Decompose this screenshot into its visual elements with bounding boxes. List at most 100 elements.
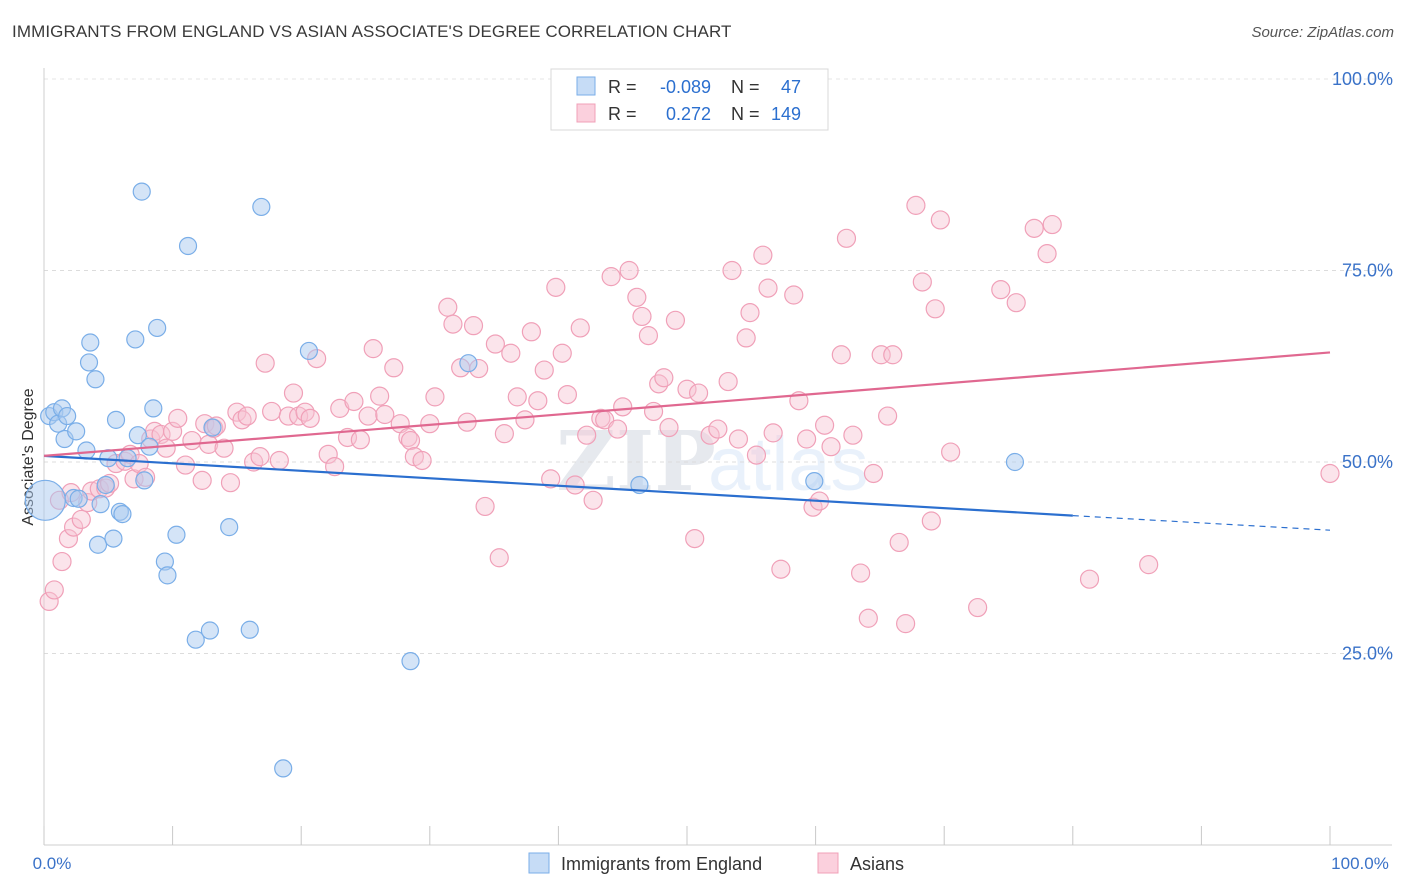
data-point-asians	[1139, 555, 1159, 575]
data-point-asians	[796, 429, 817, 449]
data-point-immigrants	[252, 197, 271, 217]
data-point-immigrants	[203, 418, 222, 437]
source-label: Source: ZipAtlas.com	[1251, 24, 1394, 41]
data-point-asians	[771, 559, 791, 579]
data-point-asians	[370, 386, 390, 406]
data-point-asians	[375, 404, 395, 425]
data-point-asians	[632, 306, 652, 327]
data-point-asians	[283, 383, 304, 403]
data-point-asians	[649, 374, 669, 394]
x-tick-label-min: 0.0%	[33, 854, 72, 873]
data-point-asians	[182, 430, 202, 451]
stats-n-value-2: 149	[771, 104, 801, 124]
data-point-asians	[269, 450, 289, 471]
data-point-asians	[58, 528, 79, 549]
data-point-immigrants	[200, 621, 219, 640]
data-point-asians	[300, 408, 320, 428]
data-point-asians	[638, 326, 659, 346]
data-point-asians	[541, 469, 561, 489]
data-point-immigrants	[113, 504, 132, 524]
data-point-immigrants	[77, 441, 96, 460]
data-point-asians	[494, 424, 514, 444]
data-point-immigrants	[126, 330, 145, 349]
data-point-asians	[784, 285, 804, 305]
data-point-asians	[871, 345, 891, 365]
data-point-asians	[384, 358, 404, 378]
trendline-immigrants-extension	[1072, 515, 1331, 531]
stats-r-label-1: R =	[608, 77, 637, 97]
y-tick-label: 100.0%	[1332, 69, 1393, 89]
data-point-asians	[863, 463, 884, 484]
data-point-immigrants	[118, 449, 137, 468]
data-point-asians	[1006, 293, 1026, 313]
data-point-asians	[577, 425, 597, 445]
x-tick-label-max: 100.0%	[1331, 854, 1389, 873]
stats-pink-swatch	[576, 103, 596, 123]
data-point-immigrants	[104, 529, 123, 548]
data-point-immigrants	[58, 406, 77, 426]
data-point-asians	[1079, 569, 1100, 589]
data-point-asians	[425, 387, 445, 407]
data-point-asians	[528, 391, 548, 411]
data-point-immigrants	[274, 759, 293, 778]
stats-n-label-2: N =	[731, 104, 760, 124]
data-point-asians	[546, 277, 566, 297]
data-point-asians	[501, 343, 521, 363]
data-point-asians	[607, 419, 628, 439]
data-point-immigrants	[69, 489, 88, 508]
data-point-immigrants	[86, 370, 105, 389]
data-point-asians	[44, 580, 64, 600]
data-point-immigrants	[401, 652, 420, 671]
legend-swatch-immigrants	[528, 852, 550, 874]
data-point-asians	[878, 406, 898, 426]
data-point-asians	[718, 371, 738, 392]
data-point-asians	[708, 419, 728, 439]
data-point-asians	[363, 339, 383, 359]
data-point-asians	[746, 445, 767, 465]
data-point-immigrants	[135, 471, 154, 490]
data-point-asians	[552, 343, 572, 363]
data-point-asians	[836, 228, 857, 248]
data-point-asians	[412, 450, 432, 471]
data-point-immigrants	[805, 472, 824, 491]
trendline-asians	[43, 351, 1331, 457]
data-point-asians	[883, 345, 903, 365]
data-point-asians	[991, 280, 1011, 300]
stats-n-label-1: N =	[731, 77, 760, 97]
y-tick-label: 75.0%	[1342, 261, 1393, 281]
data-point-asians	[220, 473, 241, 493]
data-point-asians	[534, 360, 554, 380]
data-point-immigrants	[220, 518, 239, 537]
y-axis-tick-labels: 25.0% 50.0% 75.0% 100.0%	[1332, 69, 1393, 664]
data-point-asians	[438, 297, 458, 317]
data-point-asians	[889, 532, 909, 553]
data-point-asians	[400, 430, 421, 451]
gridlines	[44, 78, 1392, 654]
data-point-asians	[758, 278, 778, 298]
stats-r-value-1: -0.089	[660, 77, 711, 97]
data-point-immigrants	[132, 182, 151, 201]
data-point-asians	[565, 475, 585, 495]
data-point-immigrants	[96, 475, 115, 495]
data-point-asians	[688, 383, 709, 403]
data-point-immigrants	[24, 479, 66, 521]
legend-label-immigrants: Immigrants from England	[561, 854, 762, 874]
data-point-asians	[255, 353, 275, 373]
data-point-immigrants	[144, 399, 163, 418]
y-tick-label: 50.0%	[1342, 452, 1393, 472]
data-point-asians	[843, 425, 863, 445]
data-point-asians	[318, 444, 338, 464]
data-point-asians	[627, 287, 647, 307]
data-point-asians	[1320, 463, 1340, 484]
data-point-asians	[485, 334, 505, 354]
data-point-immigrants	[186, 630, 205, 649]
data-point-immigrants	[299, 341, 319, 361]
data-point-asians	[71, 509, 91, 530]
data-point-asians	[325, 456, 345, 477]
data-point-asians	[570, 318, 590, 338]
data-point-immigrants	[167, 525, 186, 544]
data-point-asians	[821, 437, 841, 457]
series-immigrants-from-england	[24, 182, 1025, 778]
data-point-asians	[350, 430, 370, 450]
data-point-immigrants	[88, 535, 108, 554]
